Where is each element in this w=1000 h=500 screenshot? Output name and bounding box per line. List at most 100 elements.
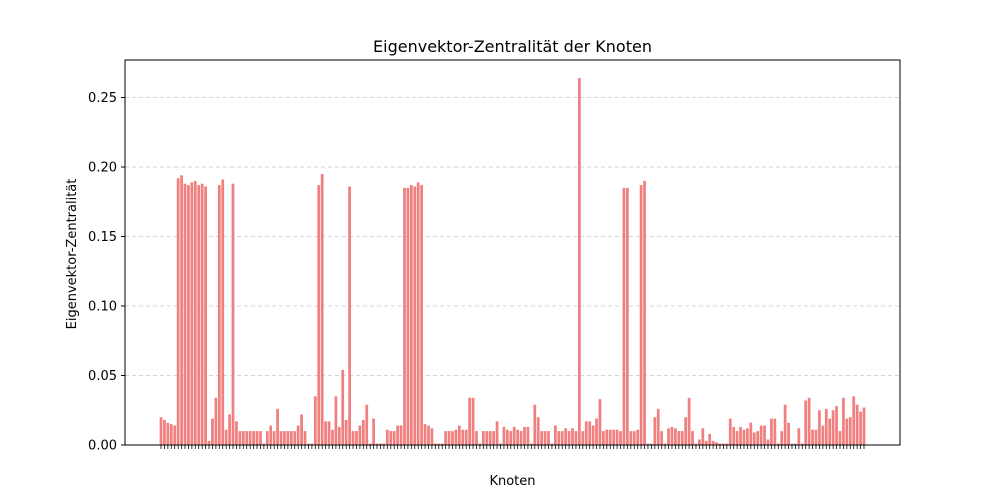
bar [228, 414, 231, 445]
bar [365, 404, 369, 445]
bar [320, 173, 324, 445]
bar [221, 179, 225, 445]
bar [337, 426, 341, 445]
bar [862, 407, 866, 445]
bar [341, 369, 345, 445]
bar [375, 443, 379, 445]
bar [197, 185, 201, 445]
bar [204, 186, 207, 446]
bar [166, 422, 170, 445]
bar [464, 429, 468, 445]
bar [423, 424, 427, 445]
bar [324, 421, 327, 445]
bar [516, 429, 520, 445]
bar [564, 428, 568, 445]
bar [283, 431, 286, 445]
bar [344, 419, 348, 445]
bar [471, 397, 475, 445]
bar [680, 431, 684, 445]
bar [286, 431, 290, 445]
bar [704, 440, 708, 445]
bar [629, 431, 633, 445]
bar [687, 397, 691, 445]
bar [255, 431, 259, 445]
bar [296, 425, 300, 445]
bar [691, 431, 694, 445]
bar [416, 182, 420, 445]
bar [547, 431, 550, 445]
bar [399, 425, 403, 445]
bar [327, 421, 331, 445]
bar [773, 418, 777, 445]
bar [831, 410, 835, 445]
bar [163, 419, 166, 445]
bar [512, 426, 516, 445]
bar [759, 425, 763, 445]
bar [293, 431, 297, 445]
bar [794, 443, 797, 445]
y-tick-label: 0.15 [88, 230, 117, 245]
bar [495, 421, 499, 445]
x-axis-title: Knoten [489, 474, 535, 489]
bar [715, 442, 718, 445]
bar [684, 417, 688, 445]
bar [790, 443, 794, 445]
bar [427, 425, 430, 445]
bar [622, 187, 626, 445]
bar [574, 431, 578, 445]
bar [310, 443, 314, 445]
bar [821, 425, 825, 445]
bar [735, 431, 739, 445]
bar [674, 428, 677, 445]
bar [173, 425, 177, 445]
bar [509, 431, 513, 445]
bar [457, 425, 461, 445]
y-axis-title: Eigenvektor-Zentralität [65, 179, 80, 330]
bar [252, 431, 255, 445]
bar [598, 399, 602, 445]
bar [845, 418, 849, 445]
x-axis [160, 445, 865, 449]
bar [259, 431, 262, 445]
bar [245, 431, 249, 445]
bar [835, 406, 838, 445]
bar [739, 426, 742, 445]
bar [855, 404, 859, 445]
bar [502, 426, 506, 445]
bar [536, 417, 540, 445]
bar [187, 185, 190, 445]
bar [248, 431, 252, 445]
bar [368, 443, 372, 445]
plot-area-frame [124, 59, 901, 446]
bar [433, 443, 437, 445]
bar [523, 426, 526, 445]
bar [842, 397, 845, 445]
bar [636, 429, 640, 445]
bar [313, 396, 317, 445]
bar [742, 429, 746, 445]
chart-title: Eigenvektor-Zentralität der Knoten [373, 37, 652, 56]
bar [595, 418, 598, 445]
bar [454, 429, 458, 445]
bar [728, 418, 732, 445]
bar [824, 408, 828, 445]
bar [272, 431, 276, 445]
bar [656, 408, 660, 445]
bar [193, 180, 197, 446]
bar [481, 431, 485, 445]
bar [776, 443, 780, 445]
bar [800, 443, 804, 445]
bar [389, 431, 393, 445]
bar [698, 439, 701, 445]
y-tick-label: 0.20 [88, 161, 117, 176]
bar [190, 182, 194, 445]
bar [447, 431, 451, 445]
bar [732, 426, 736, 445]
bar [814, 429, 818, 445]
bar [807, 397, 811, 445]
bar [612, 429, 616, 445]
bar [550, 443, 554, 445]
bar [560, 431, 564, 445]
bar [488, 431, 492, 445]
y-tick-label: 0.25 [88, 91, 117, 106]
